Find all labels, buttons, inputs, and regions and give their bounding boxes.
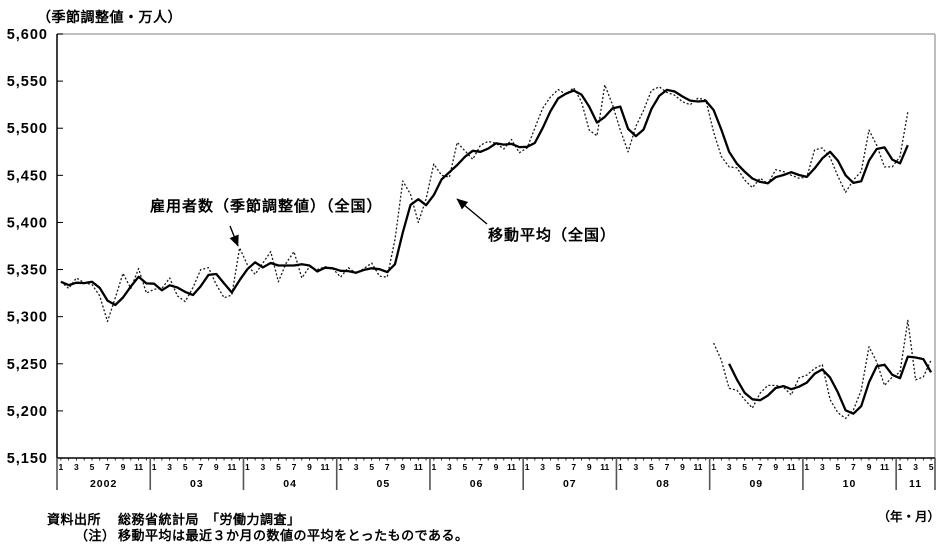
y-tick-label: 5,600 (7, 27, 48, 43)
month-tick-label: 5 (90, 462, 95, 472)
month-tick-label: 1 (525, 462, 530, 472)
month-tick-label: 9 (867, 462, 872, 472)
employees-lower-segment-moving-average-line (728, 355, 933, 415)
month-tick-label: 7 (758, 462, 763, 472)
year-label: 2002 (90, 478, 117, 490)
y-tick-label: 5,500 (7, 121, 48, 137)
month-tick-label: 7 (571, 462, 576, 472)
month-tick-label: 11 (880, 462, 889, 472)
month-tick-label: 9 (773, 462, 778, 472)
month-tick-label: 5 (369, 462, 374, 472)
month-tick-label: 9 (121, 462, 126, 472)
month-tick-label: 11 (414, 462, 423, 472)
chart-axes: 5,600 5,550 5,500 5,450 5,400 5,350 5,300 5,250… (7, 27, 936, 490)
month-tick-label: 9 (400, 462, 405, 472)
annotation-moving-average-label: 移動平均（全国） (488, 226, 616, 244)
employees-national-moving-average-line (60, 88, 909, 307)
annotation-employees-arrow-icon (229, 225, 239, 247)
month-tick-label: 7 (851, 462, 856, 472)
month-tick-label: 1 (711, 462, 716, 472)
month-tick-label: 1 (431, 462, 436, 472)
month-tick-label: 9 (494, 462, 499, 472)
month-tick-label: 3 (447, 462, 452, 472)
month-tick-label: 3 (913, 462, 918, 472)
month-tick-label: 7 (105, 462, 110, 472)
month-tick-label: 11 (694, 462, 703, 472)
y-tick-label: 5,250 (7, 357, 48, 373)
month-tick-label: 5 (929, 462, 934, 472)
month-tick-label: 3 (540, 462, 545, 472)
month-tick-label: 9 (307, 462, 312, 472)
month-tick-label: 9 (587, 462, 592, 472)
year-label: 05 (376, 478, 390, 490)
month-tick-label: 11 (227, 462, 236, 472)
month-tick-label: 1 (898, 462, 903, 472)
month-tick-label: 1 (152, 462, 157, 472)
month-tick-label: 5 (649, 462, 654, 472)
year-label: 07 (563, 478, 577, 490)
y-tick-label: 5,400 (7, 215, 48, 231)
month-tick-label: 3 (354, 462, 359, 472)
year-label: 06 (470, 478, 484, 490)
month-tick-label: 9 (214, 462, 219, 472)
y-tick-label: 5,350 (7, 263, 48, 279)
y-tick-label: 5,300 (7, 310, 48, 326)
month-tick-label: 11 (321, 462, 330, 472)
month-tick-label: 1 (338, 462, 343, 472)
month-tick-label: 1 (245, 462, 250, 472)
month-tick-label: 11 (134, 462, 143, 472)
month-tick-label: 3 (633, 462, 638, 472)
month-tick-label: 1 (59, 462, 64, 472)
month-tick-label: 5 (463, 462, 468, 472)
month-tick-label: 7 (198, 462, 203, 472)
footer-note-text: 移動平均は最近３か月の数値の平均をとったものである。 (118, 528, 468, 543)
year-label: 08 (656, 478, 670, 490)
month-tick-label: 5 (276, 462, 281, 472)
y-tick-label: 5,550 (7, 74, 48, 90)
month-tick-label: 5 (556, 462, 561, 472)
month-tick-label: 1 (804, 462, 809, 472)
month-tick-label: 7 (665, 462, 670, 472)
month-tick-label: 3 (727, 462, 732, 472)
month-tick-label: 3 (820, 462, 825, 472)
y-axis-unit-label: （季節調整値・万人） (37, 9, 182, 25)
month-tick-label: 3 (167, 462, 172, 472)
month-tick-label: 11 (600, 462, 609, 472)
month-tick-label: 3 (261, 462, 266, 472)
footer-source-label: 資料出所 (47, 512, 101, 527)
y-tick-label: 5,150 (7, 451, 48, 467)
annotation-moving-average-arrow-icon (456, 198, 488, 225)
month-tick-label: 7 (292, 462, 297, 472)
y-tick-label: 5,200 (7, 404, 48, 420)
footer-note-label: （注） (75, 528, 116, 543)
footer-source-text: 総務省統計局 「労働力調査」 (118, 512, 301, 527)
month-tick-label: 5 (836, 462, 841, 472)
month-tick-label: 11 (787, 462, 796, 472)
y-tick-label: 5,450 (7, 168, 48, 184)
month-tick-label: 5 (742, 462, 747, 472)
x-axis-unit-label: （年・月） (877, 509, 940, 524)
month-tick-label: 9 (680, 462, 685, 472)
year-label: 11 (909, 478, 922, 490)
month-tick-label: 7 (478, 462, 483, 472)
chart-series (60, 84, 933, 420)
month-tick-label: 3 (74, 462, 79, 472)
year-label: 03 (190, 478, 204, 490)
annotation-employees-label: 雇用者数（季節調整値）（全国） (150, 197, 383, 215)
month-tick-label: 1 (618, 462, 623, 472)
month-tick-label: 5 (183, 462, 188, 472)
year-label: 10 (843, 478, 857, 490)
month-tick-label: 11 (507, 462, 516, 472)
year-label: 09 (749, 478, 763, 490)
month-tick-label: 7 (385, 462, 390, 472)
year-label: 04 (283, 478, 297, 490)
